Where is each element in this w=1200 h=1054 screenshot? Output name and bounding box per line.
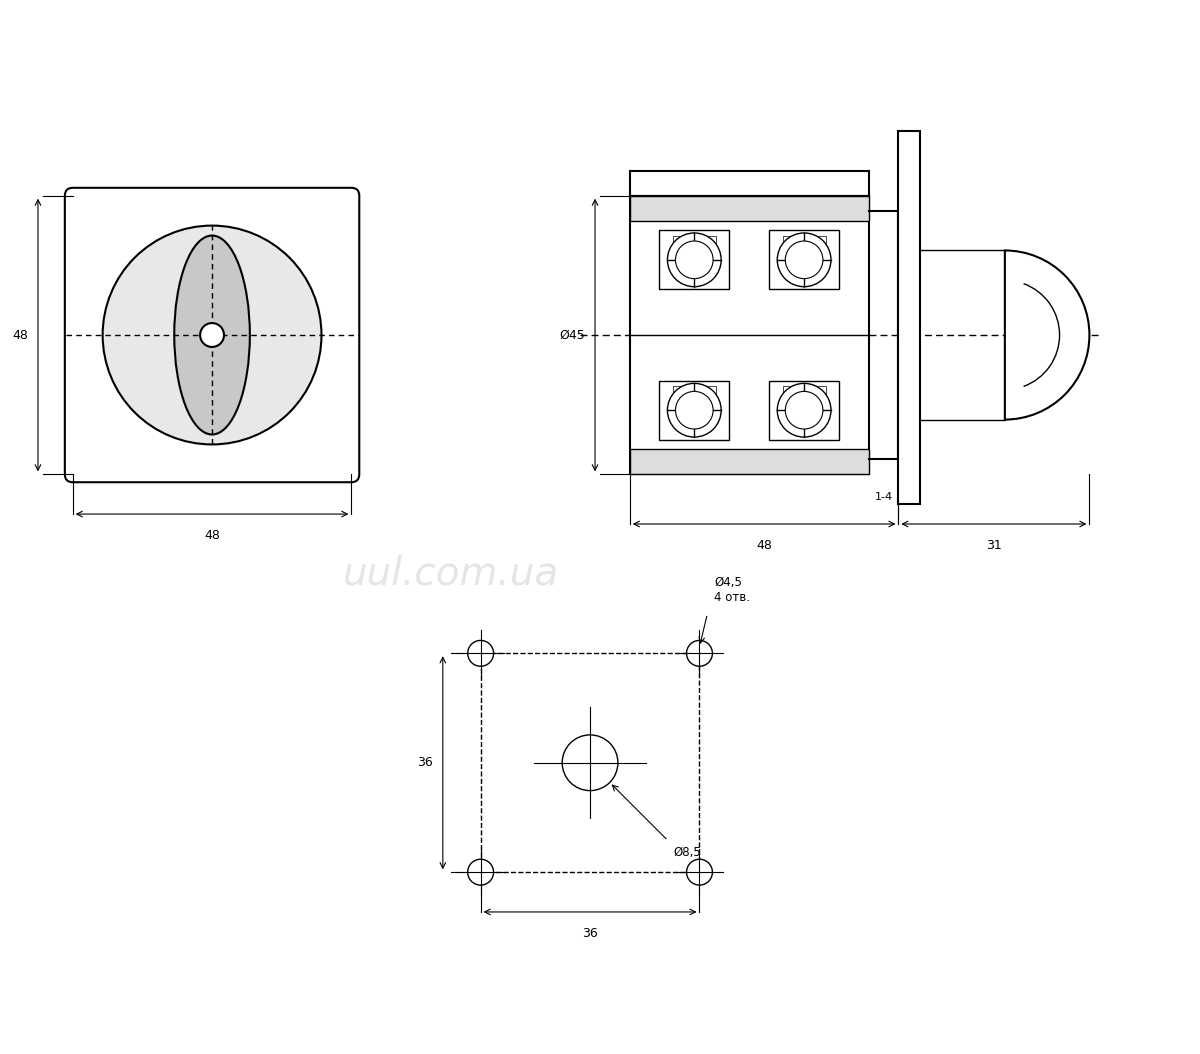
Text: 31: 31 [986, 539, 1002, 552]
Circle shape [667, 233, 721, 287]
Text: Ø45: Ø45 [559, 329, 586, 341]
Circle shape [667, 384, 721, 437]
Bar [769, 230, 839, 290]
Circle shape [563, 735, 618, 790]
Bar [673, 386, 715, 396]
Circle shape [778, 233, 830, 287]
Circle shape [676, 391, 713, 429]
Bar [630, 196, 869, 220]
Circle shape [686, 859, 713, 885]
Text: Ø4,5
4 отв.: Ø4,5 4 отв. [714, 575, 750, 604]
Circle shape [785, 241, 823, 278]
Wedge shape [1004, 251, 1090, 419]
Bar [659, 380, 730, 440]
Circle shape [785, 391, 823, 429]
Bar [630, 196, 869, 474]
Bar [659, 230, 730, 290]
Ellipse shape [174, 235, 250, 434]
Text: 48: 48 [756, 539, 772, 552]
Circle shape [686, 641, 713, 666]
Circle shape [468, 641, 493, 666]
Bar [673, 236, 715, 247]
Text: 48: 48 [204, 529, 220, 542]
Circle shape [778, 384, 830, 437]
Circle shape [468, 859, 493, 885]
Circle shape [200, 324, 224, 347]
Text: 36: 36 [418, 757, 433, 769]
Bar [899, 131, 920, 504]
Circle shape [676, 241, 713, 278]
Bar [769, 380, 839, 440]
Bar [481, 653, 700, 872]
Text: 1-4: 1-4 [875, 492, 893, 502]
Text: 36: 36 [582, 926, 598, 940]
Bar [782, 386, 826, 396]
Circle shape [103, 226, 322, 445]
Bar [782, 236, 826, 247]
Text: Ø8,5: Ø8,5 [673, 846, 701, 859]
Bar [630, 449, 869, 474]
FancyBboxPatch shape [65, 188, 359, 483]
Text: 48: 48 [12, 329, 28, 341]
Text: uul.com.ua: uul.com.ua [343, 554, 559, 592]
